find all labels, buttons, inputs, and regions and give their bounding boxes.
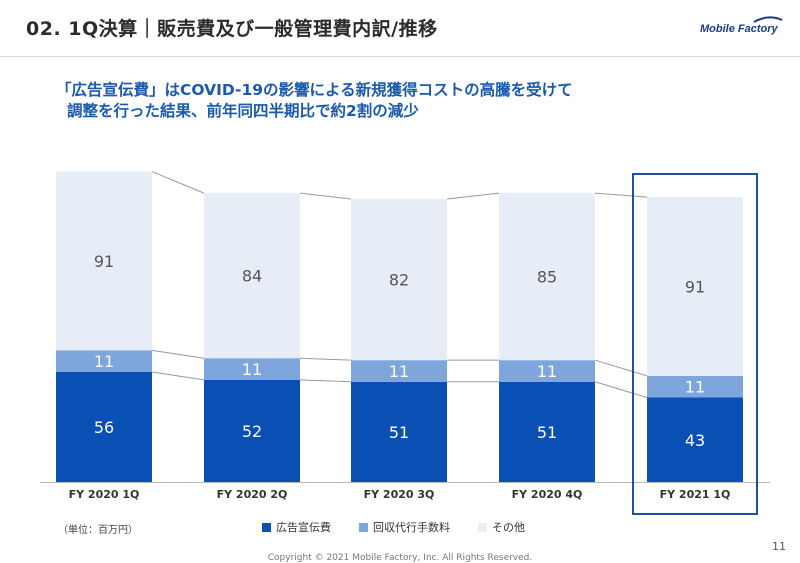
legend-item-ad: 広告宣伝費 [262,519,331,535]
legend-swatch-ad [262,522,271,532]
highlight-frame [632,173,758,515]
bar-segment-fy-2020-4q-s2 [499,193,595,361]
title-divider [0,56,800,57]
page-title: 02. 1Q決算｜販売費及び一般管理費内訳/推移 [26,18,438,40]
data-label-fy-2020-1q-s2: 91 [94,252,114,271]
bar-segment-fy-2021-1q-s0 [647,397,743,482]
data-label-fy-2020-4q-s2: 85 [537,268,557,287]
bar-segment-fy-2020-3q-s2 [351,199,447,361]
bar-segment-fy-2020-2q-s2 [204,193,300,359]
data-label-fy-2020-4q-s0: 51 [537,423,557,442]
logo-arc-icon [753,16,783,23]
bar-segment-fy-2020-4q-s0 [499,381,595,482]
logo-text: Mobile Factory [700,23,778,35]
bar-segment-fy-2020-3q-s1 [351,360,447,382]
bar-segment-fy-2020-1q-s0 [56,371,152,482]
legend-swatch-collection-fee [359,522,368,532]
bar-segment-fy-2020-3q-s0 [351,381,447,482]
legend-item-collection-fee: 回収代行手数料 [359,519,450,535]
page-number: 11 [772,540,786,553]
x-tick-label-fy-2020-3q: FY 2020 3Q [364,488,435,501]
legend-swatch-other [478,522,487,532]
connector-line-1-1 [299,379,352,383]
copyright-footer: Copyright © 2021 Mobile Factory, Inc. Al… [267,553,533,563]
connector-line-1-3 [299,192,352,200]
headline-line-2: 調整を行った結果、前年同四半期比で約2割の減少 [67,102,419,120]
legend-label-collection-fee: 回収代行手数料 [373,521,450,534]
x-tick-label-fy-2020-4q: FY 2020 4Q [512,488,583,501]
x-tick-label-fy-2020-2q: FY 2020 2Q [217,488,288,501]
bar-segment-fy-2020-4q-s1 [499,360,595,382]
connector-line-3-1 [594,381,648,398]
data-label-fy-2020-3q-s1: 11 [389,362,409,381]
headline: 「広告宣伝費」はCOVID-19の影響による新規獲得コストの高騰を受けて 調整を… [56,80,573,122]
bar-segment-fy-2021-1q-s1 [647,375,743,398]
data-label-fy-2020-4q-s1: 11 [537,362,557,381]
bar-segment-fy-2020-1q-s2 [56,171,152,351]
chart-legend: 広告宣伝費 回収代行手数料 その他 [262,519,553,535]
connector-line-0-3 [151,171,205,194]
data-label-fy-2020-2q-s2: 84 [242,267,262,286]
x-tick-label-fy-2021-1q: FY 2021 1Q [660,488,731,501]
data-label-fy-2020-3q-s2: 82 [389,271,409,290]
company-logo: Mobile Factory [694,14,786,44]
data-label-fy-2021-1q-s0: 43 [685,431,705,450]
connector-line-3-2 [594,359,648,377]
headline-line-1: 「広告宣伝費」はCOVID-19の影響による新規獲得コストの高騰を受けて [56,81,573,99]
data-label-fy-2021-1q-s2: 91 [685,277,705,296]
x-tick-label-fy-2020-1q: FY 2020 1Q [69,488,140,501]
data-label-fy-2020-2q-s0: 52 [242,422,262,441]
connector-line-0-2 [151,349,205,359]
legend-label-other: その他 [492,521,525,534]
connector-line-0-1 [151,371,205,381]
data-label-fy-2020-1q-s0: 56 [94,418,114,437]
bar-segment-fy-2020-2q-s1 [204,358,300,380]
unit-note: （単位：百万円） [58,525,138,536]
data-label-fy-2020-3q-s0: 51 [389,423,409,442]
connector-line-2-3 [446,192,500,200]
legend-item-other: その他 [478,519,525,535]
bar-segment-fy-2020-2q-s0 [204,379,300,482]
connector-line-3-3 [594,192,648,198]
bar-segment-fy-2021-1q-s2 [647,197,743,376]
data-label-fy-2020-1q-s1: 11 [94,352,114,371]
stacked-bar-chart: 56 11 91 FY 2020 1Q 52 11 84 FY 2020 2Q 51 11 82 FY… [40,171,770,515]
data-label-fy-2021-1q-s1: 11 [685,378,705,397]
legend-label-ad: 広告宣伝費 [276,521,331,534]
bar-segment-fy-2020-1q-s1 [56,350,152,372]
data-label-fy-2020-2q-s1: 11 [242,360,262,379]
connector-line-1-2 [299,357,352,361]
